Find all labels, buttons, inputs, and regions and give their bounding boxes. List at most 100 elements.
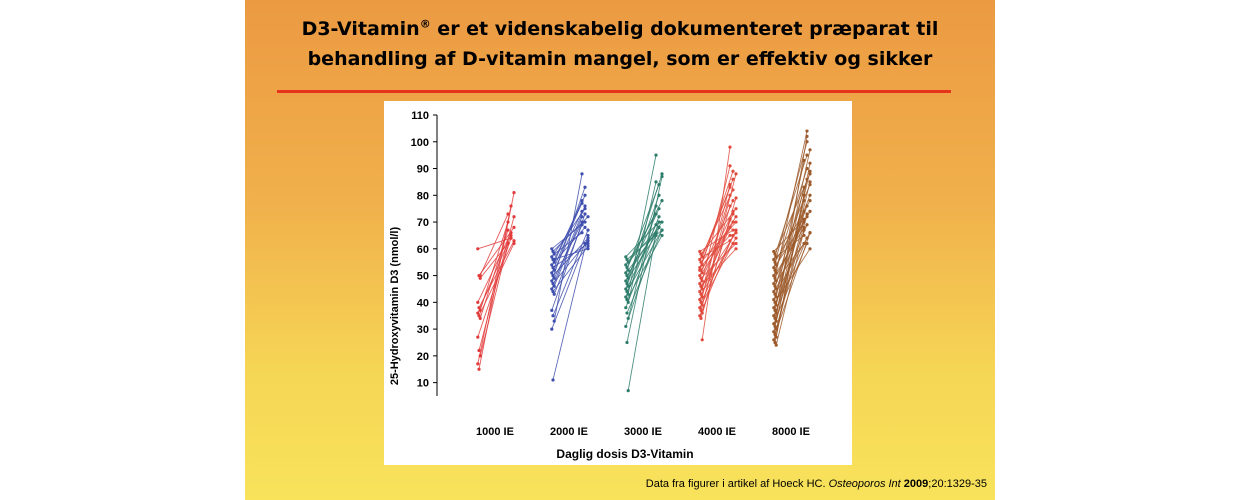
data-point-before	[772, 273, 776, 278]
y-tick-label: 100	[411, 137, 429, 149]
data-point-before	[550, 279, 554, 283]
data-point-after	[660, 228, 664, 232]
data-point-after	[512, 215, 516, 219]
data-point-before	[476, 335, 480, 339]
data-point-before	[550, 247, 554, 251]
data-point-after	[731, 169, 735, 173]
data-point-after	[583, 193, 587, 197]
series-line	[775, 229, 805, 346]
data-point-after	[805, 223, 809, 227]
data-point-before	[625, 311, 629, 315]
data-point-after	[731, 241, 735, 246]
data-point-after	[808, 231, 812, 235]
data-point-before	[772, 314, 776, 318]
title-brand: D3-Vitamin	[301, 18, 420, 40]
series-line	[774, 149, 811, 311]
source-year: 2009	[903, 478, 929, 490]
data-point-before	[478, 273, 482, 278]
data-point-before	[772, 282, 776, 286]
y-tick-label: 20	[417, 351, 429, 363]
data-point-before	[476, 362, 480, 366]
data-point-after	[509, 233, 513, 238]
y-tick-label: 60	[417, 244, 429, 256]
data-point-before	[772, 290, 776, 294]
data-point-after	[802, 228, 806, 232]
data-point-after	[808, 199, 812, 203]
series-line	[551, 243, 586, 330]
data-point-after	[657, 225, 661, 229]
data-point-after	[660, 174, 664, 179]
data-point-before	[477, 348, 481, 353]
data-point-before	[772, 257, 776, 262]
data-point-before	[698, 249, 702, 254]
data-point-after	[734, 220, 738, 224]
data-point-before	[551, 314, 555, 318]
series-line	[774, 163, 811, 343]
data-point-after	[657, 220, 661, 224]
chart-panel: 10 20 30 40 50 60 70 80 90 100 110 1000 IE 2000 IE 3…	[384, 101, 852, 465]
data-point-after	[586, 233, 590, 238]
data-point-after	[734, 172, 738, 176]
series-line	[626, 176, 663, 343]
data-point-after	[657, 207, 661, 211]
data-point-after	[808, 247, 812, 251]
data-point-before	[551, 378, 555, 382]
x-tick-label: 8000 IE	[772, 426, 810, 438]
series-0	[476, 191, 516, 371]
data-point-before	[774, 343, 778, 347]
data-point-after	[734, 241, 738, 246]
data-point-before	[477, 367, 481, 371]
data-point-after	[586, 247, 590, 251]
series-line	[552, 235, 589, 381]
data-point-after	[805, 134, 809, 139]
data-point-after	[660, 220, 664, 224]
data-point-after	[512, 241, 516, 246]
data-point-after	[728, 164, 732, 168]
data-point-before	[625, 340, 629, 345]
data-point-after	[734, 207, 738, 211]
series-line	[553, 173, 583, 322]
data-point-before	[698, 257, 702, 262]
series-line	[700, 197, 737, 319]
x-tick-label: 1000 IE	[476, 426, 514, 438]
source-citation: Data fra figurer i artikel af Hoeck HC. …	[646, 478, 987, 490]
data-point-before	[772, 298, 776, 302]
data-point-after	[802, 217, 806, 221]
data-point-after	[583, 212, 587, 216]
series-line	[626, 200, 663, 268]
data-point-after	[805, 212, 809, 216]
data-point-before	[773, 340, 777, 345]
data-point-after	[805, 153, 809, 157]
data-point-after	[580, 201, 584, 205]
data-point-before	[552, 292, 556, 296]
data-point-after	[512, 239, 516, 243]
data-point-after	[808, 180, 812, 184]
data-point-after	[808, 161, 812, 165]
data-point-after	[734, 215, 738, 219]
data-point-after	[654, 180, 658, 184]
series-line	[479, 213, 509, 276]
vitamin-d-chart: 10 20 30 40 50 60 70 80 90 100 110 1000 IE 2000 IE 3…	[389, 110, 812, 461]
data-point-after	[506, 241, 510, 246]
data-point-after	[808, 169, 812, 173]
data-point-before	[700, 338, 704, 342]
data-point-before	[772, 338, 776, 342]
series-line	[626, 173, 663, 284]
data-point-after	[586, 241, 590, 246]
y-tick-label: 30	[417, 324, 429, 336]
data-point-before	[550, 255, 554, 259]
series-line	[552, 245, 589, 292]
data-point-after	[586, 244, 590, 248]
data-point-after	[512, 191, 516, 195]
data-point-before	[699, 284, 703, 288]
data-point-before	[772, 265, 776, 270]
data-point-before	[772, 249, 776, 254]
x-tick-label: 3000 IE	[624, 426, 662, 438]
series-line	[701, 147, 731, 340]
data-point-after	[586, 228, 590, 232]
x-tick-label: 2000 IE	[550, 426, 588, 438]
data-point-before	[698, 290, 702, 294]
series-line	[773, 141, 808, 268]
data-point-after	[734, 236, 738, 240]
data-point-after	[580, 172, 584, 176]
